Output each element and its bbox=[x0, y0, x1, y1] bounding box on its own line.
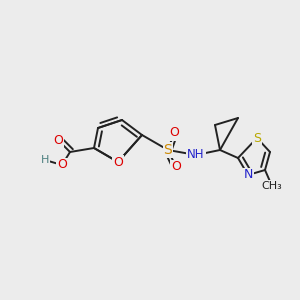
Text: N: N bbox=[243, 169, 253, 182]
Text: O: O bbox=[57, 158, 67, 172]
Text: S: S bbox=[164, 143, 172, 157]
Text: O: O bbox=[53, 134, 63, 146]
Text: O: O bbox=[171, 160, 181, 173]
Text: CH₃: CH₃ bbox=[262, 181, 282, 191]
Text: NH: NH bbox=[187, 148, 205, 161]
Text: H: H bbox=[41, 155, 49, 165]
Text: O: O bbox=[169, 127, 179, 140]
Text: O: O bbox=[113, 155, 123, 169]
Text: S: S bbox=[253, 131, 261, 145]
